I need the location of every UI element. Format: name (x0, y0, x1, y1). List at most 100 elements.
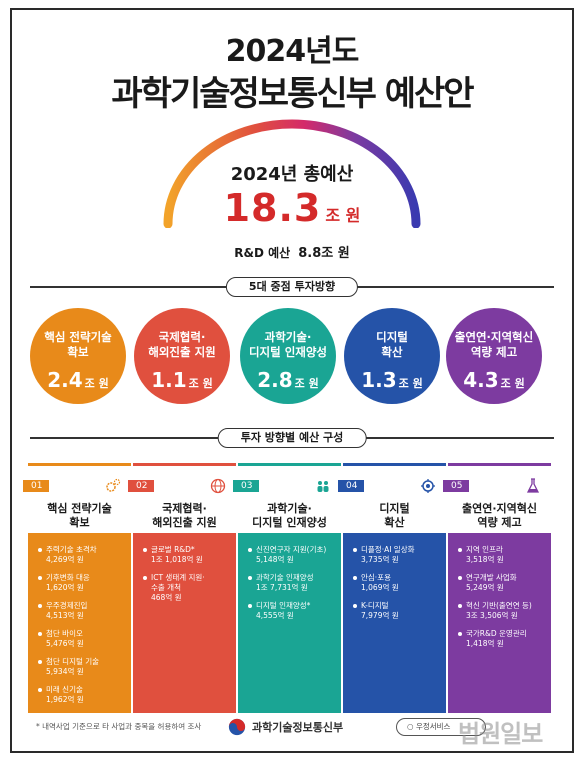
card-title-line: 핵심 전략기술 (47, 502, 112, 515)
budget-item-line: 혁신 기반(출연연 등) (466, 601, 532, 610)
budget-item-line: 미래 신기술 (46, 685, 83, 694)
priority-label-line: 확보 (67, 345, 89, 359)
budget-card-03: 03 과학기술· 디지털 인재양성 신진연구자 지원(기초) 5,148억 원 과학기술 … (233, 463, 341, 713)
budget-card-01: 01 핵심 전략기술 확보 주력기술 초격차 4,269억 원 기후변화 대응 1,620억… (23, 463, 131, 713)
priority-value: 1.3 조 원 (344, 368, 440, 392)
priority-label-line: 디지털 (376, 330, 408, 344)
priority-label: 국제협력· 해외진출 지원 (134, 330, 230, 360)
card-title-line: 역량 제고 (477, 516, 522, 529)
card-body: 주력기술 초격차 4,269억 원 기후변화 대응 1,620억 원 우주경제진입 4,5… (28, 533, 131, 713)
budget-item: 첨단 바이오 5,476억 원 (38, 629, 125, 649)
people-icon (315, 478, 331, 494)
card-header: 04 디지털 확산 (338, 463, 446, 533)
rnd-budget: R&D 예산 8.8조 원 (0, 242, 584, 261)
section-composition-header: 투자 방향별 예산 구성 (30, 428, 554, 448)
card-header: 01 핵심 전략기술 확보 (23, 463, 131, 533)
priority-label-line: 해외진출 지원 (148, 345, 216, 359)
priority-value-unit: 조 원 (294, 377, 319, 390)
section-composition-title: 투자 방향별 예산 구성 (217, 428, 367, 448)
priority-value-unit: 조 원 (84, 377, 109, 390)
budget-item-line: 지역 인프라 (466, 545, 503, 554)
priority-value: 1.1 조 원 (134, 368, 230, 392)
section-priorities-title: 5대 중점 투자방향 (225, 277, 359, 297)
budget-item-line: 1,962억 원 (46, 695, 84, 704)
budget-item-line: 7,979억 원 (361, 611, 399, 620)
card-title-line: 디지털 인재양성 (252, 516, 327, 529)
priority-value-number: 1.3 (361, 368, 397, 392)
card-title-line: 확보 (69, 516, 90, 529)
priority-value-unit: 조 원 (500, 377, 525, 390)
card-title: 디지털 확산 (343, 502, 446, 530)
priority-value-number: 4.3 (463, 368, 499, 392)
priority-circle-4: 디지털 확산 1.3 조 원 (344, 308, 440, 404)
priority-label: 디지털 확산 (344, 330, 440, 360)
budget-item-line: 5,249억 원 (466, 583, 504, 592)
budget-item-line: 3,518억 원 (466, 555, 504, 564)
taegeuk-logo-icon (228, 718, 246, 736)
source-badge: ○ 우정서비스 (396, 718, 486, 736)
card-title-line: 출연연·지역혁신 (461, 502, 538, 515)
footnote: * 내역사업 기준으로 타 사업과 중복을 허용하여 조사 (36, 722, 202, 731)
priority-value-number: 1.1 (151, 368, 187, 392)
priority-circle-2: 국제협력· 해외진출 지원 1.1 조 원 (134, 308, 230, 404)
budget-item-line: K-디지털 (361, 601, 389, 610)
budget-item-line: 디플정·AI 일상화 (361, 545, 415, 554)
rainbow-arc-decoration (163, 119, 421, 228)
budget-item-line: 4,555억 원 (256, 611, 294, 620)
budget-item-line: 첨단 바이오 (46, 629, 83, 638)
budget-item: 첨단 디지털 기술 5,934억 원 (38, 657, 125, 677)
section-priorities-header: 5대 중점 투자방향 (30, 277, 554, 297)
budget-item: 지역 인프라 3,518억 원 (458, 545, 545, 565)
budget-item-line: 수출 개척 (151, 583, 181, 592)
card-title-line: 확산 (384, 516, 405, 529)
budget-item-line: 1,069억 원 (361, 583, 399, 592)
priority-label-line: 역량 제고 (470, 345, 518, 359)
total-budget-unit: 조 원 (325, 206, 361, 225)
card-title-line: 과학기술· (267, 502, 312, 515)
priority-circle-3: 과학기술· 디지털 인재양성 2.8 조 원 (240, 308, 336, 404)
card-title: 과학기술· 디지털 인재양성 (238, 502, 341, 530)
ministry-logo-area: 과학기술정보통신부 (228, 718, 343, 736)
budget-item-line: 4,269억 원 (46, 555, 84, 564)
priority-label-line: 확산 (381, 345, 403, 359)
budget-item: 과학기술 인재양성 1조 7,731억 원 (248, 573, 335, 593)
budget-item: ICT 생태계 지원· 수출 개척 468억 원 (143, 573, 230, 603)
priority-label: 핵심 전략기술 확보 (30, 330, 126, 360)
card-number: 05 (443, 480, 469, 492)
priority-value: 4.3 조 원 (446, 368, 542, 392)
budget-item-line: 1조 7,731억 원 (256, 583, 308, 592)
rnd-budget-label: R&D 예산 (234, 246, 291, 260)
budget-item-line: 468억 원 (151, 593, 182, 602)
priority-value-number: 2.4 (47, 368, 83, 392)
budget-item: 안심·포용 1,069억 원 (353, 573, 440, 593)
budget-item-line: 주력기술 초격차 (46, 545, 97, 554)
budget-item: 국가R&D 운영관리 1,418억 원 (458, 629, 545, 649)
priority-label-line: 디지털 인재양성 (248, 345, 328, 359)
budget-item-line: 5,476억 원 (46, 639, 84, 648)
budget-item: 우주경제진입 4,513억 원 (38, 601, 125, 621)
priority-value: 2.8 조 원 (240, 368, 336, 392)
budget-item-line: 디지털 인재양성* (256, 601, 311, 610)
budget-item: 디플정·AI 일상화 3,735억 원 (353, 545, 440, 565)
rnd-budget-value: 8.8조 원 (298, 246, 350, 261)
ai-chip-icon (420, 478, 436, 494)
budget-item-line: 1,418억 원 (466, 639, 504, 648)
budget-item-line: 1,620억 원 (46, 583, 84, 592)
card-header: 02 국제협력· 해외진출 지원 (128, 463, 236, 533)
budget-item-line: 연구개발 사업화 (466, 573, 517, 582)
card-title: 출연연·지역혁신 역량 제고 (448, 502, 551, 530)
card-header: 03 과학기술· 디지털 인재양성 (233, 463, 341, 533)
priority-label-line: 출연연·지역혁신 (454, 330, 534, 344)
budget-item-line: 글로벌 R&D* (151, 545, 195, 554)
budget-item-line: 1조 1,018억 원 (151, 555, 203, 564)
budget-item: 미래 신기술 1,962억 원 (38, 685, 125, 705)
budget-item-line: 우주경제진입 (46, 601, 88, 610)
source-text: 우정서비스 (415, 722, 451, 731)
priority-label: 출연연·지역혁신 역량 제고 (446, 330, 542, 360)
total-budget-label: 2024년 총예산 (230, 164, 354, 185)
priority-label-line: 과학기술· (264, 330, 312, 344)
priority-value: 2.4 조 원 (30, 368, 126, 392)
